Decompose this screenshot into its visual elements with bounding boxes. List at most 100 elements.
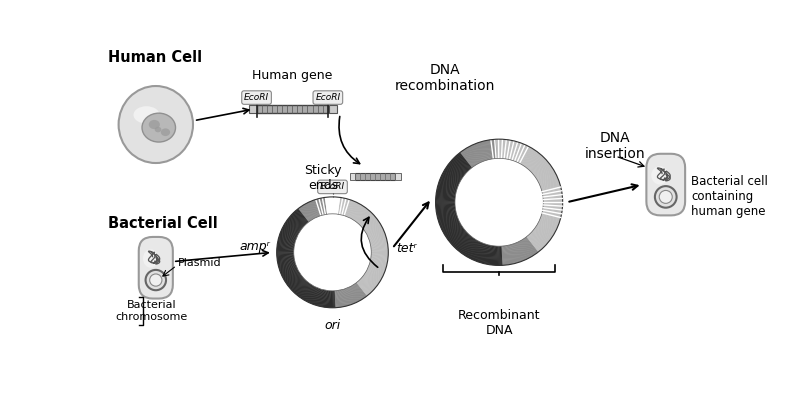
Wedge shape [523,149,534,166]
Wedge shape [343,199,350,216]
Wedge shape [523,150,535,166]
Wedge shape [366,271,382,280]
Wedge shape [334,197,335,214]
Wedge shape [358,281,370,294]
Wedge shape [510,141,515,160]
Wedge shape [440,219,458,227]
Wedge shape [363,275,378,286]
Circle shape [659,190,672,204]
Wedge shape [452,158,467,173]
Wedge shape [518,145,527,163]
Ellipse shape [118,86,193,163]
Wedge shape [348,202,356,217]
Wedge shape [529,234,543,249]
Wedge shape [541,215,560,223]
Wedge shape [312,200,319,217]
Text: ori: ori [324,318,341,331]
Circle shape [655,186,677,208]
Wedge shape [454,156,469,171]
Wedge shape [350,203,358,218]
Wedge shape [304,204,314,219]
Wedge shape [447,164,464,177]
Wedge shape [442,221,460,231]
Wedge shape [515,143,524,162]
Wedge shape [458,235,471,251]
Wedge shape [538,172,556,183]
Wedge shape [369,265,386,271]
Wedge shape [530,157,545,172]
Wedge shape [310,288,318,304]
Wedge shape [451,160,466,174]
Wedge shape [371,254,388,256]
Wedge shape [302,205,312,220]
Wedge shape [277,252,294,254]
Wedge shape [506,246,510,265]
Ellipse shape [651,166,669,185]
Wedge shape [370,260,387,265]
Wedge shape [362,216,376,228]
Wedge shape [277,244,294,248]
Wedge shape [302,284,312,299]
Wedge shape [354,207,366,221]
Bar [395,173,401,180]
Wedge shape [337,197,340,214]
Wedge shape [277,248,294,250]
Wedge shape [370,241,387,246]
Wedge shape [343,199,349,215]
Text: DNA
recombination: DNA recombination [394,63,495,93]
Wedge shape [288,218,302,229]
Wedge shape [542,209,562,214]
Wedge shape [475,143,483,162]
Wedge shape [530,232,546,247]
Wedge shape [439,180,458,188]
Wedge shape [519,146,530,164]
Wedge shape [301,206,311,221]
Wedge shape [458,152,472,168]
Wedge shape [362,277,375,289]
Wedge shape [305,204,314,219]
Wedge shape [278,261,295,266]
Wedge shape [362,276,377,287]
Wedge shape [436,206,455,209]
Wedge shape [501,246,503,265]
Wedge shape [528,154,542,169]
Wedge shape [334,291,337,308]
Wedge shape [535,166,552,178]
Wedge shape [367,268,383,277]
Wedge shape [436,191,456,196]
Wedge shape [278,241,294,246]
Wedge shape [296,282,308,295]
Bar [350,173,355,180]
Wedge shape [534,228,551,240]
Wedge shape [499,139,502,158]
Wedge shape [462,238,474,255]
Wedge shape [334,291,336,308]
Wedge shape [303,204,313,219]
Wedge shape [290,277,303,289]
Wedge shape [313,200,320,216]
Wedge shape [328,291,330,308]
Wedge shape [357,282,369,295]
Wedge shape [278,243,294,247]
Wedge shape [538,171,555,182]
Wedge shape [467,147,478,164]
Wedge shape [437,188,456,194]
Wedge shape [511,244,518,263]
Wedge shape [370,238,386,243]
Wedge shape [294,212,306,225]
Wedge shape [496,246,498,265]
Wedge shape [479,142,486,161]
Wedge shape [294,211,306,225]
Wedge shape [480,142,487,160]
Wedge shape [463,149,475,166]
Wedge shape [437,211,456,217]
Wedge shape [438,184,457,190]
Wedge shape [536,168,553,179]
Wedge shape [543,207,562,211]
Wedge shape [330,291,332,308]
Wedge shape [542,213,561,220]
Wedge shape [345,200,351,216]
Wedge shape [335,197,338,214]
Wedge shape [367,269,383,278]
Wedge shape [438,216,458,223]
